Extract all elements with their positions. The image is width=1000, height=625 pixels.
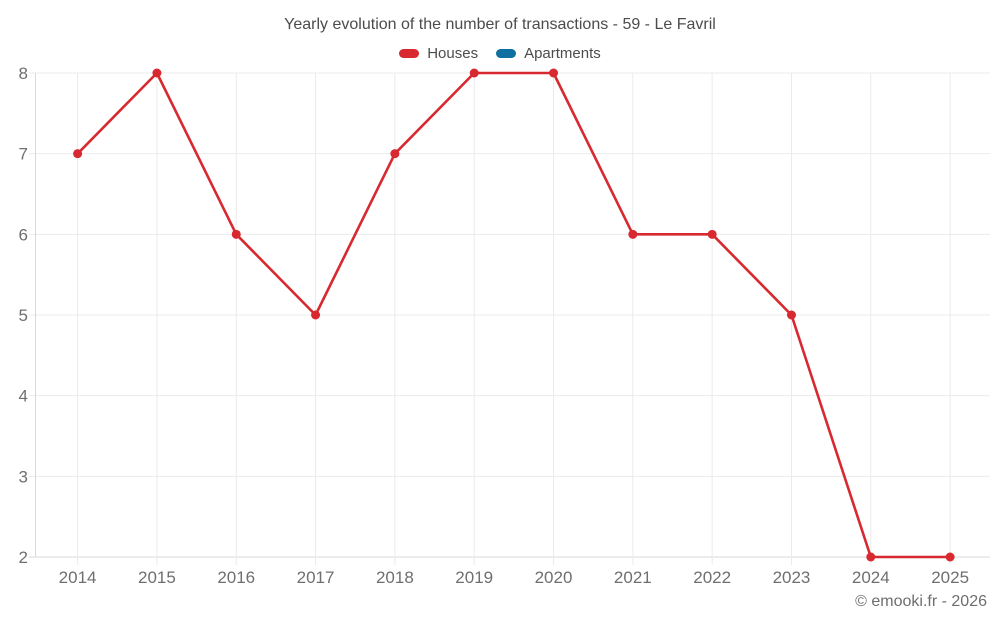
legend: Houses Apartments — [0, 45, 1000, 62]
x-tick-label: 2021 — [614, 568, 652, 587]
x-tick-label: 2024 — [852, 568, 890, 587]
y-tick-label: 2 — [19, 548, 28, 567]
x-tick-label: 2020 — [535, 568, 573, 587]
houses-data-point-2015[interactable] — [152, 68, 162, 78]
x-tick-label: 2019 — [455, 568, 493, 587]
houses-data-point-2019[interactable] — [469, 68, 479, 78]
chart-title: Yearly evolution of the number of transa… — [284, 16, 716, 33]
y-tick-label: 7 — [19, 145, 28, 164]
houses-data-point-2014[interactable] — [73, 149, 83, 159]
x-tick-label: 2016 — [217, 568, 255, 587]
x-tick-label: 2014 — [59, 568, 97, 587]
x-tick-label: 2023 — [773, 568, 811, 587]
houses-data-point-2018[interactable] — [390, 149, 400, 159]
houses-data-point-2025[interactable] — [945, 552, 955, 562]
y-tick-label: 5 — [19, 306, 28, 325]
houses-data-point-2017[interactable] — [311, 310, 321, 320]
legend-item-houses[interactable]: Houses — [399, 45, 478, 62]
houses-series-swatch-icon — [399, 49, 420, 58]
y-tick-label: 4 — [19, 387, 28, 406]
x-tick-label: 2022 — [693, 568, 731, 587]
x-tick-label: 2015 — [138, 568, 176, 587]
x-tick-label: 2018 — [376, 568, 414, 587]
legend-label-houses: Houses — [427, 45, 479, 62]
legend-label-apartments: Apartments — [524, 45, 601, 62]
y-tick-label: 8 — [19, 64, 28, 83]
houses-data-point-2024[interactable] — [866, 552, 876, 562]
houses-data-point-2016[interactable] — [231, 229, 241, 239]
houses-data-point-2021[interactable] — [628, 229, 638, 239]
houses-data-point-2022[interactable] — [707, 229, 717, 239]
houses-line — [76, 71, 952, 559]
legend-item-apartments[interactable]: Apartments — [496, 45, 601, 62]
y-tick-label: 3 — [19, 467, 28, 486]
x-tick-label: 2025 — [931, 568, 969, 587]
apartments-series-swatch-icon — [496, 49, 517, 58]
houses-data-point-2023[interactable] — [786, 310, 796, 320]
y-tick-label: 6 — [19, 225, 28, 244]
copyright-note: © emooki.fr - 2026 — [855, 593, 987, 610]
houses-data-point-2020[interactable] — [549, 68, 559, 78]
x-tick-label: 2017 — [297, 568, 335, 587]
